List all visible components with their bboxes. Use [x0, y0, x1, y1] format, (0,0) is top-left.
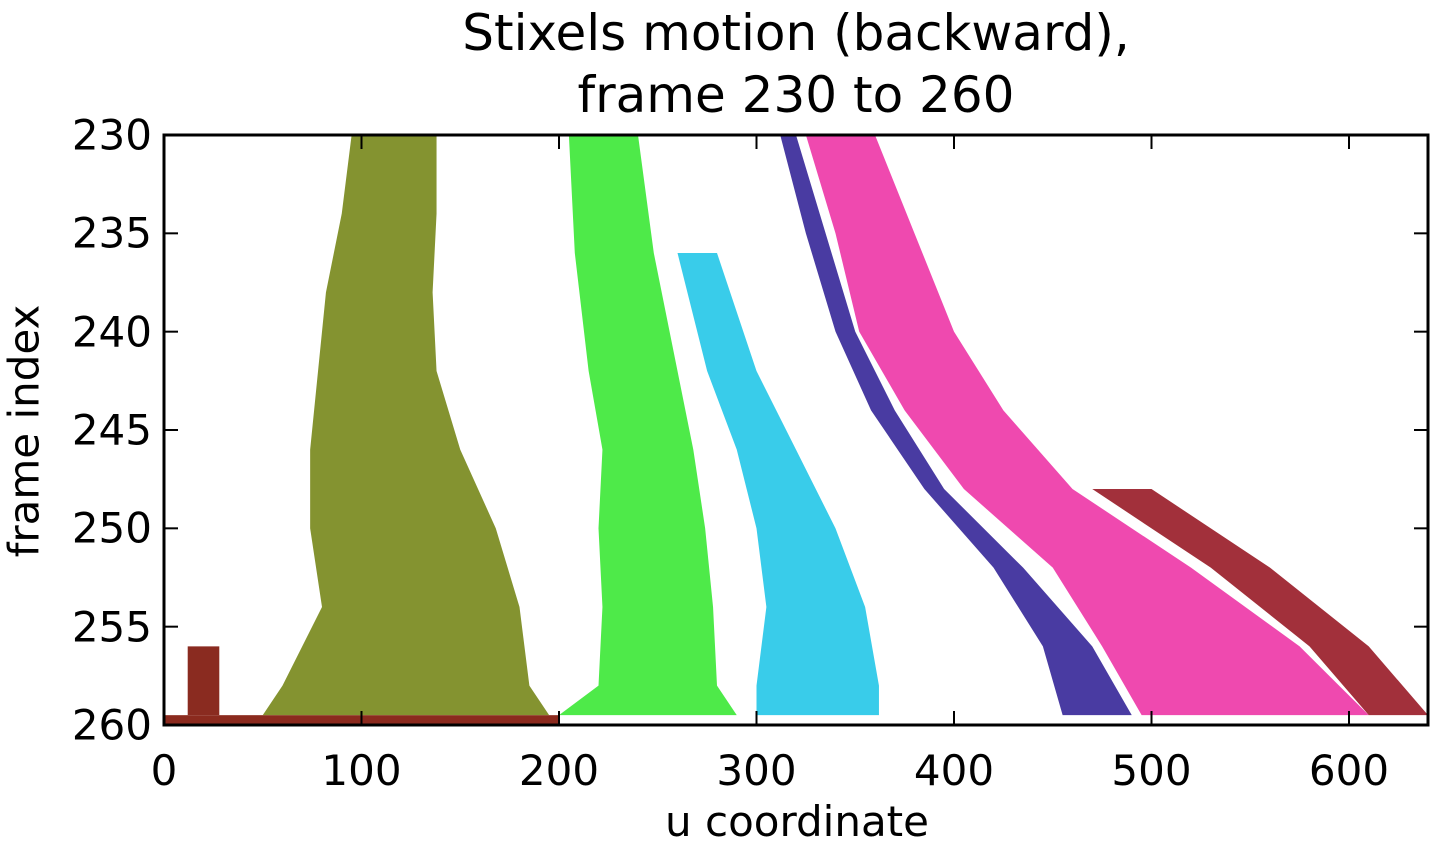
y-tick-label: 255 — [71, 602, 152, 652]
x-tick-label: 500 — [1111, 746, 1192, 795]
x-tick-label: 400 — [913, 746, 995, 795]
x-tick-label: 300 — [716, 746, 797, 795]
x-tick-label: 0 — [150, 746, 178, 795]
y-tick-label: 245 — [71, 405, 152, 455]
x-tick-label: 200 — [518, 746, 600, 795]
band-olive-band — [262, 135, 550, 716]
x-axis-label: u coordinate — [665, 797, 929, 846]
chart-title-line-2: frame 230 to 260 — [577, 66, 1015, 124]
x-tick-label: 600 — [1308, 746, 1390, 795]
band-green-band — [559, 135, 737, 716]
chart-title-line-1: Stixels motion (backward), — [462, 4, 1130, 62]
band-cyan-band — [677, 253, 879, 716]
y-tick-label: 260 — [71, 700, 152, 750]
y-axis-label: frame index — [0, 304, 49, 558]
y-tick-label: 230 — [71, 110, 152, 160]
band-maroon-band — [1092, 489, 1428, 716]
band-left-bump — [187, 646, 220, 716]
band-magenta-band — [805, 135, 1369, 716]
y-tick-label: 240 — [71, 307, 152, 357]
y-tick-label: 235 — [71, 208, 152, 258]
y-tick-label: 250 — [71, 503, 152, 553]
band-navy-band — [780, 135, 1132, 716]
x-tick-label: 100 — [321, 746, 402, 795]
